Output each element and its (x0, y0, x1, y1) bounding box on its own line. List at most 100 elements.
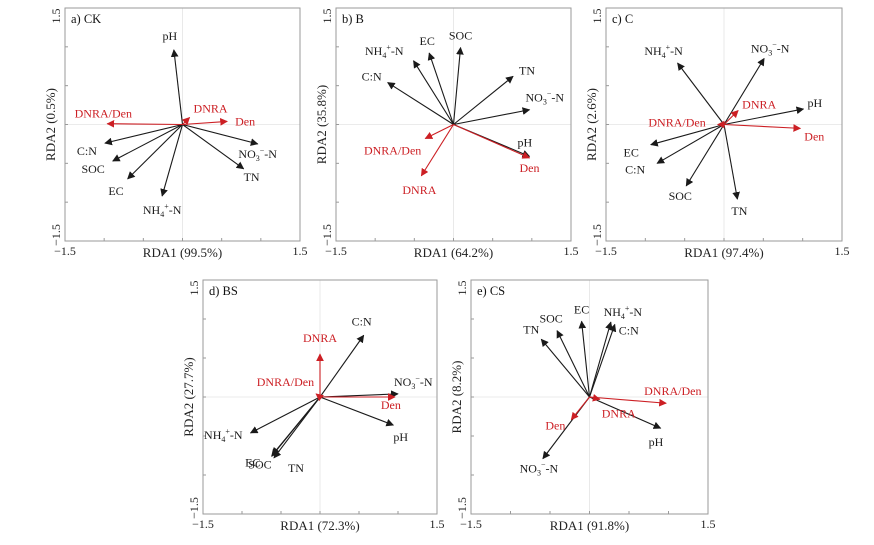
vector-label-nh4-n: NH4+-N (204, 427, 243, 444)
y-tick-label-max: 1.5 (590, 9, 604, 24)
vector-arrow-no3-n (723, 57, 765, 125)
x-tick-label-max: 1.5 (835, 244, 850, 258)
y-axis-title: RDA2 (8.2%) (449, 361, 464, 434)
vector-label-c-n: C:N (619, 323, 639, 337)
vector-arrow-dnra-den (589, 396, 667, 407)
vector-label-no3-n: NO3−-N (520, 461, 559, 478)
vector-arrow-dnra (420, 124, 454, 177)
vector-arrow-den (453, 123, 531, 159)
panel-d-bs: −1.5 1.5 −1.5 1.5 RDA1 (72.3%) RDA2 (27.7%) d)… (181, 279, 445, 533)
x-axis-title: RDA1 (64.2%) (414, 245, 493, 260)
vector-arrow-soc (112, 124, 183, 162)
panel-label: c) C (612, 12, 633, 26)
vector-arrow-nh4-n (677, 62, 725, 125)
panel-c-c: −1.5 1.5 −1.5 1.5 RDA1 (97.4%) RDA2 (2.6%) c) … (584, 7, 850, 260)
vector-label-c-n: C:N (625, 162, 645, 176)
vector-arrow-c-n (104, 123, 183, 146)
x-tick-label-max: 1.5 (293, 244, 308, 258)
vector-arrow-ec (650, 123, 725, 147)
x-axis-title: RDA1 (91.8%) (550, 518, 629, 533)
vector-arrow-tn (723, 124, 740, 200)
vector-arrow-tn (540, 338, 590, 398)
x-tick-label-max: 1.5 (430, 517, 445, 531)
x-tick-label-min: −1.5 (325, 244, 347, 258)
vector-label-no3-n: NO3−-N (394, 374, 433, 391)
vector-label-nh4-n: NH4+-N (143, 202, 182, 219)
vector-label-dnra: DNRA (194, 102, 228, 116)
vector-label-ph: pH (393, 430, 408, 444)
vector-label-ph: pH (807, 96, 822, 110)
vector-label-den: Den (235, 114, 255, 128)
y-axis-title: RDA2 (27.7%) (181, 357, 196, 436)
vector-arrow-ph (589, 396, 662, 429)
vector-label-dnra-den: DNRA/Den (257, 375, 314, 389)
vector-label-soc: SOC (669, 189, 692, 203)
vector-arrow-tn (273, 396, 321, 459)
panel-label: a) CK (71, 12, 101, 26)
vector-label-soc: SOC (539, 312, 562, 326)
panel-label: b) B (342, 12, 364, 26)
y-tick-label-min: −1.5 (590, 224, 604, 246)
x-tick-label-min: −1.5 (192, 517, 214, 531)
vector-label-ec: EC (108, 184, 123, 198)
y-tick-label-min: −1.5 (187, 497, 201, 519)
vector-arrow-dnra-den (424, 124, 454, 139)
vector-arrow-den (570, 396, 590, 421)
vector-label-dnra: DNRA (602, 406, 636, 420)
vector-label-ec: EC (245, 456, 260, 470)
x-tick-label-min: −1.5 (54, 244, 76, 258)
vector-label-dnra: DNRA (402, 183, 436, 197)
vector-label-dnra-den: DNRA/Den (648, 116, 705, 130)
panel-label: d) BS (209, 284, 238, 298)
vector-arrow-ec (127, 124, 183, 180)
y-axis-title: RDA2 (0.5%) (43, 88, 58, 161)
vector-label-nh4-n: NH4+-N (604, 304, 643, 321)
vector-arrow-soc (556, 330, 590, 398)
y-tick-label-max: 1.5 (49, 9, 63, 24)
vector-label-tn: TN (519, 63, 535, 77)
x-tick-label-min: −1.5 (460, 517, 482, 531)
vector-arrow-dnra (181, 116, 191, 126)
vector-arrow-ph (723, 106, 805, 126)
vector-arrow-ph (319, 396, 395, 427)
vector-arrow-dnra-den (106, 119, 183, 128)
vector-label-dnra: DNRA (742, 98, 776, 112)
vector-label-den: Den (519, 161, 539, 175)
vector-arrow-soc (685, 124, 725, 187)
vector-arrow-c-n (387, 82, 454, 125)
vector-label-den: Den (381, 398, 401, 412)
vector-label-c-n: C:N (352, 314, 372, 328)
vector-label-tn: TN (244, 170, 260, 184)
vector-label-c-n: C:N (77, 144, 97, 158)
vector-arrow-tn (453, 75, 514, 125)
vector-arrow-c-n (656, 124, 725, 164)
panel-a-ck: −1.5 1.5 −1.5 1.5 RDA1 (99.5%) RDA2 (0.5%) a) … (43, 7, 308, 260)
vector-arrow-dnra-den (315, 393, 324, 402)
vector-arrow-ec (427, 52, 455, 125)
vector-label-nh4-n: NH4+-N (365, 43, 404, 60)
x-axis-title: RDA1 (97.4%) (684, 245, 763, 260)
vector-label-ph: pH (517, 135, 532, 149)
vector-arrow-ec (578, 320, 591, 398)
y-tick-label-min: −1.5 (49, 224, 63, 246)
vector-label-tn: TN (731, 204, 747, 218)
vector-label-ph: pH (163, 29, 178, 43)
y-tick-label-max: 1.5 (455, 281, 469, 296)
vector-label-no3-n: NO3−-N (525, 90, 564, 107)
vector-label-dnra: DNRA (303, 331, 337, 345)
vector-label-den: Den (545, 419, 565, 433)
vector-arrow-dnra (589, 394, 601, 402)
vector-arrow-soc (452, 46, 464, 125)
vector-label-soc: SOC (81, 162, 104, 176)
vector-arrow-nh4-n (249, 396, 321, 434)
x-tick-label-max: 1.5 (701, 517, 716, 531)
x-axis-title: RDA1 (72.3%) (280, 518, 359, 533)
vector-label-soc: SOC (449, 29, 472, 43)
vector-arrow-no3-n (182, 123, 259, 146)
vector-arrow-dnra (723, 109, 739, 125)
vector-label-nh4-n: NH4+-N (644, 43, 683, 60)
vector-label-no3-n: NO3−-N (751, 40, 790, 57)
vector-label-ec: EC (574, 302, 589, 316)
panel-label: e) CS (477, 284, 505, 298)
x-tick-label-min: −1.5 (595, 244, 617, 258)
